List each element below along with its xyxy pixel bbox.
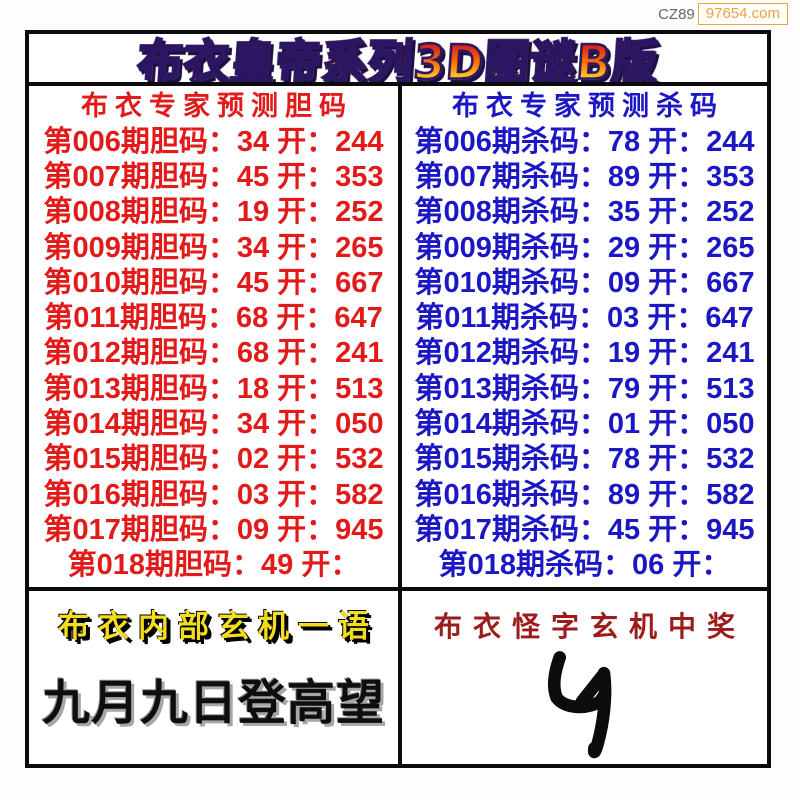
page-title: 布衣皇帝系列3D图谜B版 (135, 34, 661, 82)
table-row: 第015期胆码：02 开：532 (43, 443, 384, 476)
strange-character-banner: 布衣怪字玄机中奖 (433, 611, 746, 642)
title-banner: 布衣皇帝系列3D图谜B版 (29, 34, 767, 86)
strange-character-cell: 布衣怪字玄机中奖 (398, 591, 767, 764)
table-row: 第009期杀码：29 开：265 (414, 231, 755, 264)
watermark-prefix: CZ89 (658, 5, 695, 23)
watermark-site-link[interactable]: 97654.com (697, 3, 788, 25)
table-row: 第009期胆码：34 开：265 (43, 231, 384, 264)
table-row: 第008期杀码：35 开：252 (414, 196, 755, 229)
table-row: 第010期胆码：45 开：667 (43, 266, 384, 299)
inner-mystery-cell: 布衣内部玄机一语 九月九日登高望 (29, 591, 398, 764)
prediction-tables: 布衣专家预测胆码 第006期胆码：34 开：244 第007期胆码：45 开：35… (29, 86, 767, 587)
table-row: 第013期胆码：18 开：513 (43, 372, 384, 405)
table-row: 第007期杀码：89 开：353 (414, 160, 755, 193)
table-row: 第017期杀码：45 开：945 (414, 513, 755, 546)
table-row: 第014期胆码：34 开：050 (43, 408, 384, 441)
dan-panel-header: 布衣专家预测胆码 (81, 91, 353, 121)
table-row: 第016期胆码：03 开：582 (43, 478, 384, 511)
table-row: 第014期杀码：01 开：050 (414, 408, 755, 441)
table-row: 第006期胆码：34 开：244 (43, 125, 384, 158)
main-frame: 布衣皇帝系列3D图谜B版 布衣专家预测胆码 第006期胆码：34 开：244 第0… (25, 30, 771, 768)
table-row: 第007期胆码：45 开：353 (43, 160, 384, 193)
dan-rows: 第006期胆码：34 开：244 第007期胆码：45 开：353 第008期胆码：… (29, 124, 398, 587)
dan-code-panel: 布衣专家预测胆码 第006期胆码：34 开：244 第007期胆码：45 开：35… (29, 86, 398, 587)
mystery-phrase: 九月九日登高望 (41, 677, 385, 730)
sha-panel-header: 布衣专家预测杀码 (452, 91, 724, 121)
sha-code-panel: 布衣专家预测杀码 第006期杀码：78 开：244 第007期杀码：89 开：35… (398, 86, 767, 587)
table-row: 第013期杀码：79 开：513 (414, 372, 755, 405)
table-row: 第016期杀码：89 开：582 (414, 478, 755, 511)
table-row: 第011期胆码：68 开：647 (44, 302, 383, 335)
sha-rows: 第006期杀码：78 开：244 第007期杀码：89 开：353 第008期杀码：… (402, 124, 767, 587)
table-row: 第006期杀码：78 开：244 (414, 125, 755, 158)
table-row: 第018期杀码：06 开： (438, 549, 731, 582)
bottom-band: 布衣内部玄机一语 九月九日登高望 布衣怪字玄机中奖 (29, 587, 767, 764)
table-row: 第017期胆码：09 开：945 (43, 513, 384, 546)
table-row: 第011期杀码：03 开：647 (415, 302, 754, 335)
watermark: CZ89 97654.com (658, 3, 788, 25)
table-row: 第012期胆码：68 开：241 (43, 337, 384, 370)
table-row: 第015期杀码：78 开：532 (414, 443, 755, 476)
handwritten-mystery-glyph (402, 649, 767, 767)
table-row: 第012期杀码：19 开：241 (414, 337, 755, 370)
table-row: 第008期胆码：19 开：252 (43, 196, 384, 229)
table-row: 第018期胆码：49 开： (67, 549, 360, 582)
table-row: 第010期杀码：09 开：667 (414, 266, 755, 299)
inner-mystery-banner: 布衣内部玄机一语 (58, 609, 378, 644)
